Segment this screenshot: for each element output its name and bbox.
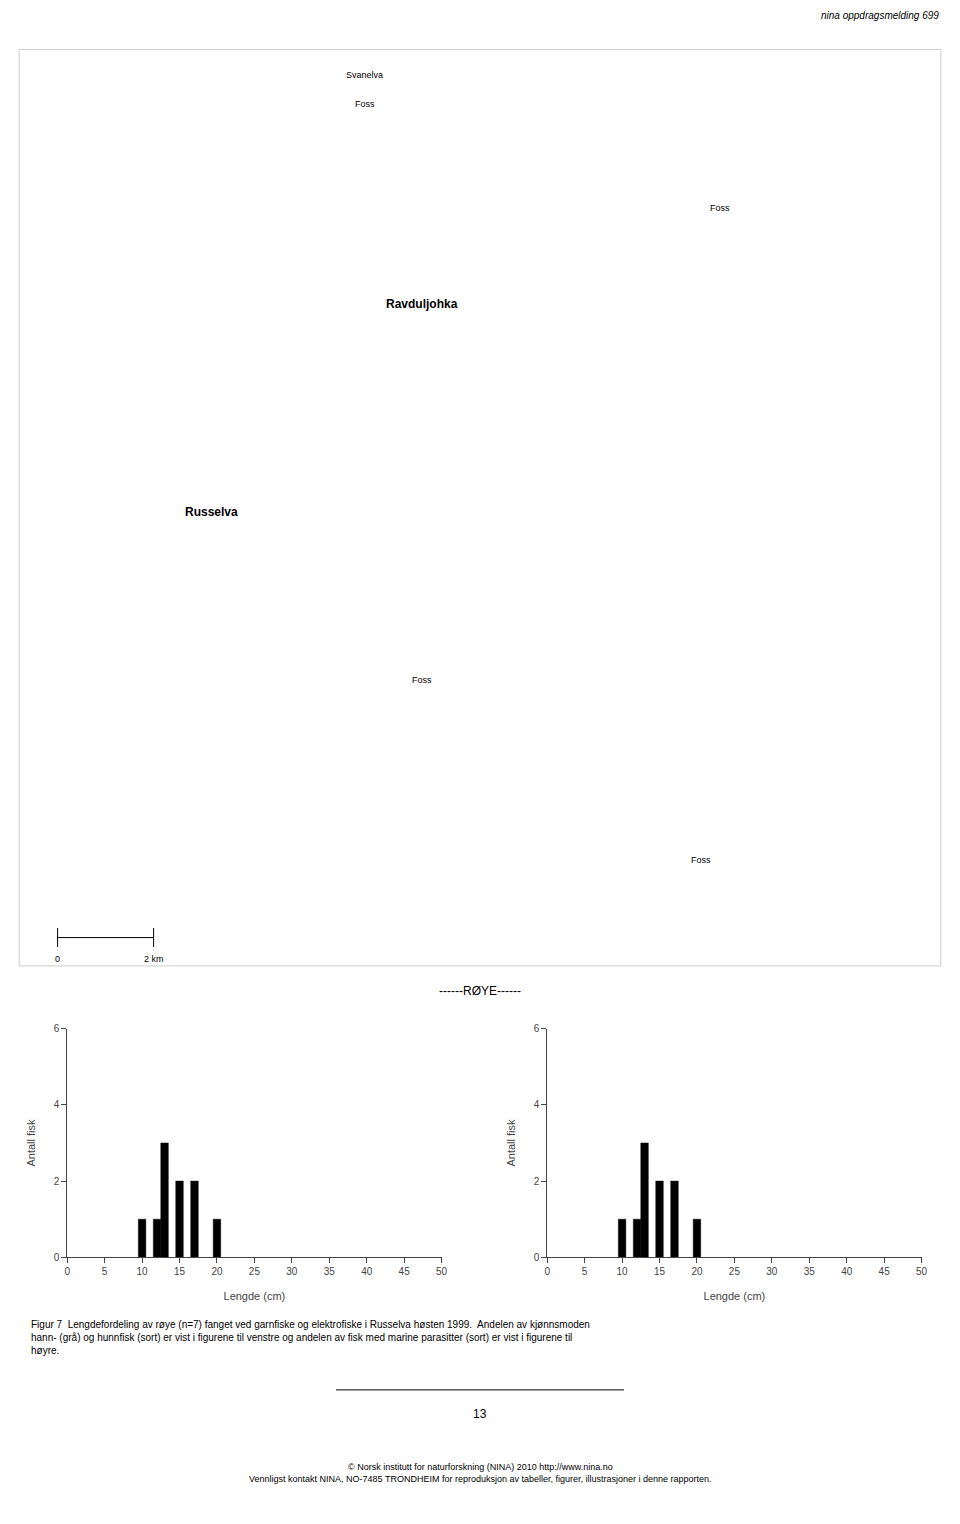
svg-text:13: 13 [473, 1407, 487, 1421]
svg-text:Figur 7 Lengdefordeling av rø: Figur 7 Lengdefordeling av røye (n=7) fa… [31, 1319, 590, 1330]
svg-text:2: 2 [54, 1176, 60, 1187]
svg-text:25: 25 [249, 1266, 261, 1277]
svg-text:4: 4 [54, 1099, 60, 1110]
svg-text:4: 4 [534, 1099, 540, 1110]
svg-text:40: 40 [361, 1266, 373, 1277]
svg-text:30: 30 [286, 1266, 298, 1277]
svg-text:15: 15 [174, 1266, 186, 1277]
svg-text:Antall fisk: Antall fisk [25, 1119, 37, 1167]
svg-text:20: 20 [211, 1266, 223, 1277]
svg-text:© Norsk institutt for naturfor: © Norsk institutt for naturforskning (NI… [348, 1462, 613, 1472]
svg-text:6: 6 [534, 1023, 540, 1034]
svg-text:25: 25 [729, 1266, 741, 1277]
svg-text:20: 20 [691, 1266, 703, 1277]
svg-text:0: 0 [55, 954, 60, 964]
svg-text:------RØYE------: ------RØYE------ [439, 984, 521, 998]
svg-text:5: 5 [582, 1266, 588, 1277]
svg-text:50: 50 [436, 1266, 448, 1277]
svg-text:Foss: Foss [691, 855, 711, 865]
svg-text:2 km: 2 km [144, 954, 164, 964]
svg-text:50: 50 [916, 1266, 928, 1277]
svg-text:5: 5 [102, 1266, 108, 1277]
svg-text:Foss: Foss [355, 99, 375, 109]
svg-text:Svanelva: Svanelva [346, 70, 383, 80]
svg-text:0: 0 [54, 1252, 60, 1263]
svg-text:0: 0 [64, 1266, 70, 1277]
svg-text:0: 0 [534, 1252, 540, 1263]
svg-text:Antall fisk: Antall fisk [505, 1119, 517, 1167]
svg-text:hann- (grå) og hunnfisk (sort): hann- (grå) og hunnfisk (sort) er vist i… [31, 1332, 572, 1343]
svg-text:nina oppdragsmelding 699: nina oppdragsmelding 699 [821, 10, 939, 21]
svg-text:45: 45 [399, 1266, 411, 1277]
svg-text:30: 30 [766, 1266, 778, 1277]
svg-text:Lengde (cm): Lengde (cm) [704, 1290, 766, 1302]
svg-text:2: 2 [534, 1176, 540, 1187]
svg-text:0: 0 [544, 1266, 550, 1277]
svg-text:15: 15 [654, 1266, 666, 1277]
svg-text:Russelva: Russelva [185, 505, 238, 519]
svg-text:35: 35 [324, 1266, 336, 1277]
svg-text:35: 35 [804, 1266, 816, 1277]
svg-text:Vennligst kontakt NINA, NO-748: Vennligst kontakt NINA, NO-7485 TRONDHEI… [249, 1474, 712, 1484]
svg-text:45: 45 [879, 1266, 891, 1277]
svg-text:10: 10 [617, 1266, 629, 1277]
svg-text:40: 40 [841, 1266, 853, 1277]
svg-text:Foss: Foss [710, 203, 730, 213]
svg-text:høyre.: høyre. [31, 1345, 59, 1356]
svg-text:Lengde (cm): Lengde (cm) [224, 1290, 286, 1302]
svg-text:Foss: Foss [412, 675, 432, 685]
svg-text:10: 10 [137, 1266, 149, 1277]
svg-text:Ravduljohka: Ravduljohka [386, 297, 458, 311]
svg-text:6: 6 [54, 1023, 60, 1034]
